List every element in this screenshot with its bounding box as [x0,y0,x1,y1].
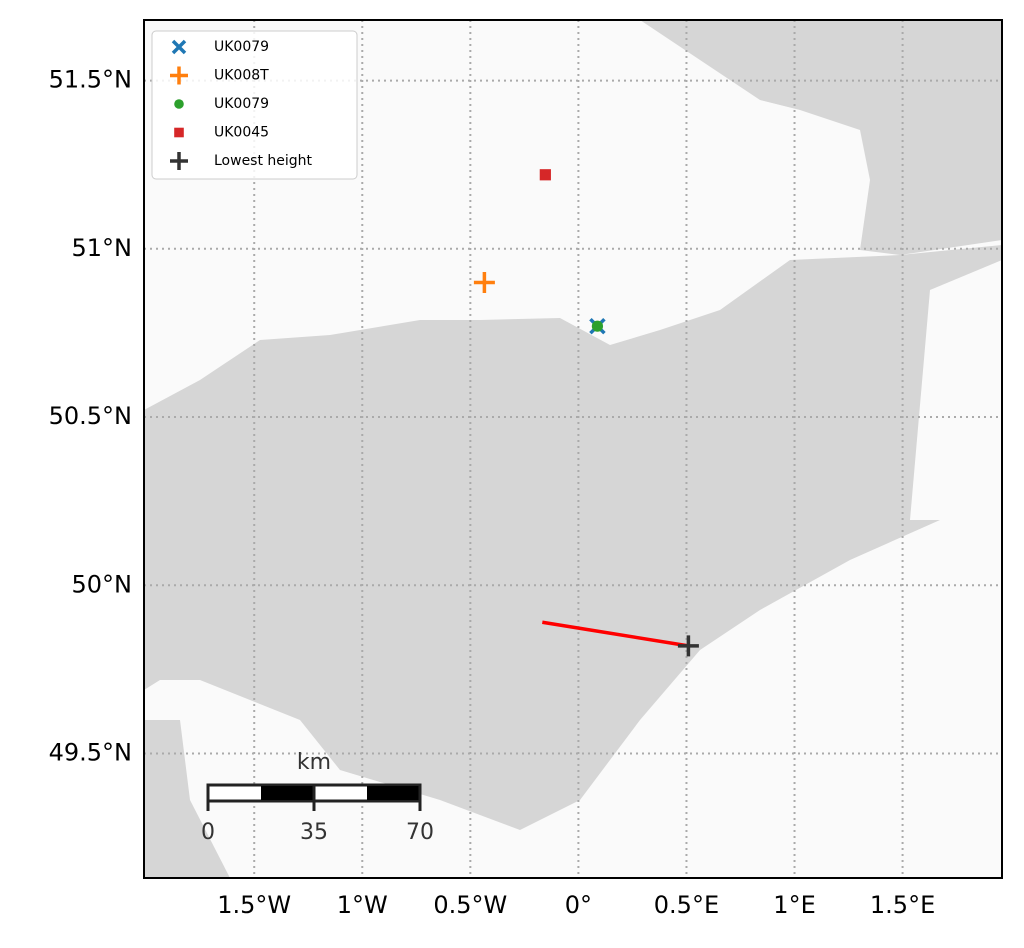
x-tick-label: 1.5°E [870,891,935,919]
marker-part [171,39,187,55]
scale-bar: 0 35 70 km [201,750,434,845]
track-line [542,620,689,648]
legend-label: UK0079 [214,39,269,55]
marker [539,169,551,181]
land-north [640,20,1002,255]
x-tick-label: 1°E [773,891,815,919]
marker-part [473,271,495,293]
marker [677,635,699,657]
marker-part [539,169,551,181]
marker-part [174,99,184,109]
legend: UK0079 UK008T UK0079 UK0045 Lowest height [151,30,358,180]
marker [170,66,188,85]
legend-box [151,30,358,180]
marker [174,99,184,109]
marker-part [170,152,188,170]
legend-label: UK0045 [214,125,269,141]
land [144,20,1002,878]
y-tick-label: 50°N [72,570,133,598]
land-sw [144,720,230,878]
x-tick-label: 1°W [337,891,388,919]
scale-bar-label: 35 [300,820,328,845]
x-tick-label: 0° [565,891,592,919]
marker-part [174,127,184,138]
scale-bar-segment [367,786,420,800]
legend-label: Lowest height [214,153,313,169]
scale-bar-segment [261,786,314,800]
y-tick-label: 51.5°N [49,66,132,94]
y-tick-label: 51°N [72,234,133,262]
marker-part [170,66,188,85]
x-tick-label: 0.5°E [654,891,719,919]
scale-bar-label: 0 [201,820,215,845]
x-tick-label: 0.5°W [433,891,507,919]
marker [473,271,495,293]
marker [591,320,604,332]
marker [171,39,187,55]
marker [174,127,184,138]
marker [170,152,188,170]
frame [143,19,1003,879]
marker-part [677,635,699,657]
legend-label: UK0079 [214,96,269,112]
marker-part [591,320,604,332]
y-tick-label: 50.5°N [49,402,132,430]
x-tick-label: 1.5°W [217,891,291,919]
legend-label: UK008T [214,68,269,84]
y-tick-label: 49.5°N [49,739,132,767]
scale-bar-unit: km [297,750,331,775]
land-main [144,245,1002,830]
scale-bar-label: 70 [406,820,434,845]
